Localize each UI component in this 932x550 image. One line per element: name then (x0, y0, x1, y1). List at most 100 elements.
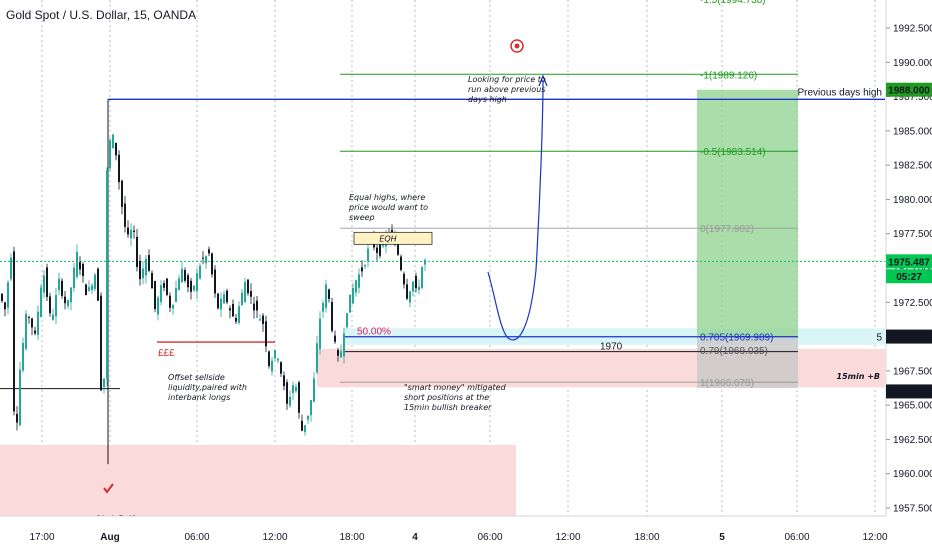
price-tag-label: 05:27 (896, 272, 922, 283)
candle-body (82, 263, 84, 276)
candle-body (223, 294, 225, 304)
candle-body (172, 304, 174, 309)
chart-lines (0, 73, 885, 465)
candle-body (208, 249, 210, 254)
candle-body (403, 273, 405, 285)
candle-body (31, 318, 33, 328)
candle-body (247, 279, 249, 294)
projected-path (487, 79, 544, 341)
candle-body (88, 287, 90, 291)
candle-body (211, 253, 213, 275)
candle-body (148, 255, 150, 271)
candle-body (61, 280, 63, 296)
candle-body (316, 343, 318, 373)
eqh-label: EQH (379, 234, 396, 243)
candle-body (337, 349, 339, 356)
price-tick-label: 1957.500 (893, 504, 932, 515)
eqh-box (353, 231, 433, 245)
price-tick-label: 1992.500 (893, 24, 932, 35)
candle-body (262, 315, 264, 324)
candle-body (412, 281, 414, 292)
candle-body (256, 300, 258, 311)
candle-body (406, 284, 408, 299)
candle-body (361, 267, 363, 272)
candle-body (352, 288, 354, 304)
candle-body (310, 400, 312, 416)
smart-money-note: "smart money" mitigated (404, 383, 507, 392)
time-tick-label: 12:00 (555, 532, 580, 543)
smart-money-note: 15min bullish breaker (404, 403, 492, 412)
candle-body (193, 285, 195, 291)
candle-body (196, 273, 198, 292)
time-tick-label: 12:00 (262, 532, 287, 543)
candle-body (16, 413, 18, 423)
candle-body (22, 343, 24, 371)
candle-body (298, 382, 300, 413)
candle-body (25, 313, 27, 349)
candle-body (181, 268, 183, 283)
candle-body (313, 378, 315, 402)
candle-body (91, 285, 93, 291)
candle-body (4, 302, 6, 310)
candle-body (160, 285, 162, 303)
candle-body (358, 274, 360, 288)
candle-body (49, 296, 51, 314)
price-tag-label: 1966.000 (888, 387, 930, 398)
candle-body (142, 268, 144, 279)
time-tick-label: 18:00 (634, 532, 659, 543)
stop-zone (697, 336, 798, 388)
check-icon (103, 483, 114, 494)
candle-body (169, 295, 171, 308)
candle-body (409, 291, 411, 303)
candle-body (190, 280, 192, 292)
time-tick-label: 17:00 (29, 532, 54, 543)
candle-body (265, 321, 267, 347)
candle-body (40, 287, 42, 317)
price-tick-label: 1977.500 (893, 229, 932, 240)
breaker-label: 15min +B (837, 372, 881, 381)
candle-body (214, 269, 216, 294)
candle-body (37, 311, 39, 335)
candle-body (274, 350, 276, 359)
candle-body (253, 303, 255, 311)
price-tag (886, 384, 932, 399)
candle-body (292, 385, 294, 393)
candle-body (10, 257, 12, 280)
candle-body (304, 425, 306, 432)
candle-body (397, 241, 399, 255)
candle-body (268, 351, 270, 367)
time-tick-label: 12:00 (862, 532, 887, 543)
candle-body (226, 290, 228, 303)
price-tick-label: 1982.500 (893, 161, 932, 172)
candle-body (130, 229, 132, 239)
candle-body (199, 265, 201, 279)
candle-body (106, 170, 108, 379)
fib-level-label: 1(1966.678) (700, 378, 754, 389)
candle-body (367, 248, 369, 262)
fib-level-label: 0.79(1969.035) (700, 346, 768, 357)
candle-body (328, 289, 330, 299)
candle-body (349, 294, 351, 313)
candle-body (28, 316, 30, 318)
candle-body (124, 203, 126, 227)
fib-top-partial-label: -1.5(1994.738) (700, 0, 766, 6)
candle-body (220, 298, 222, 310)
candle-body (19, 369, 21, 426)
equal-highs-note: sweep (349, 213, 375, 222)
candle-body (379, 243, 381, 256)
candle-body (34, 330, 36, 334)
candle-body (250, 291, 252, 297)
candle-body (187, 275, 189, 288)
price-tag (886, 329, 932, 344)
fib-level-label: 0.705(1969.989) (700, 333, 773, 344)
candle-body (295, 386, 297, 392)
candle-body (133, 230, 135, 232)
candle-body (94, 274, 96, 289)
smart-money-note: short positions at the (404, 393, 489, 402)
price-tick-label: 1975.000 (893, 264, 932, 275)
candle-body (307, 415, 309, 420)
candle-body (325, 284, 327, 308)
price-tag-label: 1970.000 (888, 333, 930, 344)
